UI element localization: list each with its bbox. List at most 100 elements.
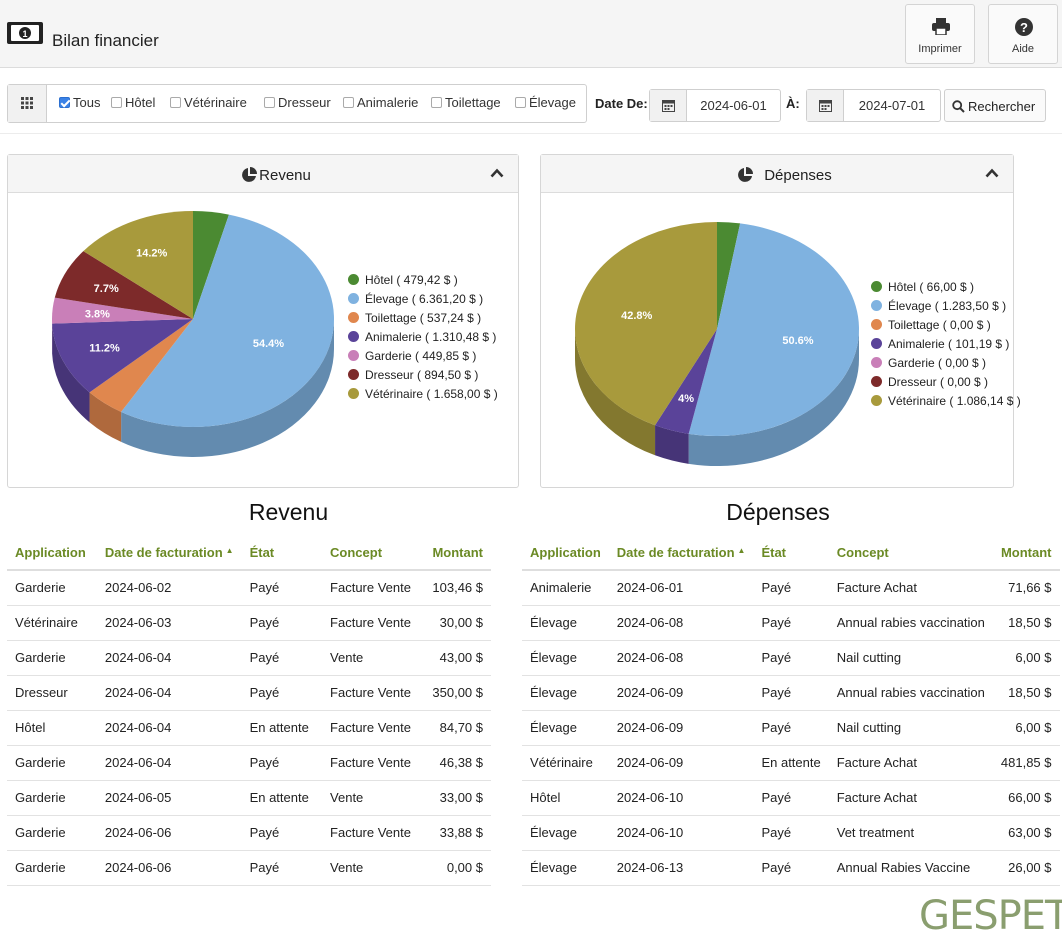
checkbox-checked[interactable] <box>59 97 70 108</box>
checkbox-unchecked[interactable] <box>264 97 275 108</box>
divider <box>0 133 1062 134</box>
pie-slice[interactable] <box>193 211 229 319</box>
pie-slice[interactable] <box>51 297 193 324</box>
legend-item[interactable]: Garderie ( 0,00 $ ) <box>871 356 1021 375</box>
pie-slice[interactable] <box>655 329 717 434</box>
legend-item[interactable]: Vétérinaire ( 1.658,00 $ ) <box>348 387 498 406</box>
filter-checkbox-dresseur[interactable]: Dresseur <box>264 95 331 113</box>
filter-checkbox-toilettage[interactable]: Toilettage <box>431 95 501 113</box>
table-row[interactable]: Élevage 2024-06-10 Payé Vet treatment 63,00 … <box>522 815 1060 851</box>
table-cell: 18,50 $ <box>992 605 1060 641</box>
pie-slice[interactable] <box>54 251 193 319</box>
legend-item[interactable]: Dresseur ( 0,00 $ ) <box>871 375 1021 394</box>
search-button[interactable]: Rechercher <box>944 89 1046 122</box>
legend-item[interactable]: Élevage ( 6.361,20 $ ) <box>348 292 498 311</box>
pie-slice-side <box>575 329 656 456</box>
column-header[interactable]: Concept <box>828 536 993 571</box>
filter-checkbox-hotel[interactable]: Hôtel <box>111 95 155 113</box>
filter-checkbox-tous[interactable]: Tous <box>59 95 100 113</box>
chevron-up-icon[interactable] <box>985 168 999 178</box>
table-row[interactable]: Garderie 2024-06-04 Payé Facture Vente 46,38… <box>7 745 491 781</box>
column-header[interactable]: Date de facturation ▲ <box>96 536 242 571</box>
sort-ascending-icon: ▲ <box>737 546 746 555</box>
help-label: Aide <box>1011 43 1035 55</box>
table-cell: 46,38 $ <box>424 745 491 781</box>
table-row[interactable]: Élevage 2024-06-08 Payé Nail cutting 6,00 $ <box>522 640 1060 676</box>
table-cell: 2024-06-03 <box>96 605 242 641</box>
date-to-field[interactable]: 2024-07-01 <box>806 89 941 122</box>
checkbox-unchecked[interactable] <box>431 97 442 108</box>
calendar-button[interactable] <box>807 90 844 121</box>
column-header[interactable]: Montant <box>424 536 491 571</box>
pie-slice[interactable] <box>688 223 860 437</box>
column-header[interactable]: Application <box>7 536 97 571</box>
pie-slice[interactable] <box>83 211 193 319</box>
table-row[interactable]: Animalerie 2024-06-01 Payé Facture Achat 71,… <box>522 570 1060 606</box>
table-row[interactable]: Élevage 2024-06-09 Payé Nail cutting 6,00 $ <box>522 710 1060 746</box>
column-header-label: Application <box>530 545 601 560</box>
pie-slice-side <box>688 329 859 466</box>
table-row[interactable]: Vétérinaire 2024-06-03 Payé Facture Vente 30… <box>7 605 491 641</box>
column-header[interactable]: État <box>753 536 829 571</box>
legend-item[interactable]: Élevage ( 1.283,50 $ ) <box>871 299 1021 318</box>
pie-slice-side <box>52 323 90 423</box>
table-row[interactable]: Élevage 2024-06-13 Payé Annual Rabies Vacci… <box>522 850 1060 886</box>
table-cell: Facture Achat <box>828 570 993 606</box>
checkbox-unchecked[interactable] <box>343 97 354 108</box>
column-header[interactable]: État <box>241 536 323 571</box>
column-header[interactable]: Date de facturation ▲ <box>608 536 754 571</box>
table-row[interactable]: Garderie 2024-06-06 Payé Facture Vente 33,88… <box>7 815 491 851</box>
column-header[interactable]: Application <box>522 536 609 571</box>
chevron-up-icon[interactable] <box>490 168 504 178</box>
filter-checkbox-elevage[interactable]: Élevage <box>515 95 576 113</box>
calendar-button[interactable] <box>650 90 687 121</box>
checkbox-unchecked[interactable] <box>515 97 526 108</box>
table-row[interactable]: Dresseur 2024-06-04 Payé Facture Vente 350,0… <box>7 675 491 711</box>
table-row[interactable]: Garderie 2024-06-04 Payé Vente 43,00 $ <box>7 640 491 676</box>
filter-checkbox-veterinaire[interactable]: Vétérinaire <box>170 95 247 113</box>
table-row[interactable]: Garderie 2024-06-06 Payé Vente 0,00 $ <box>7 850 491 886</box>
legend-item[interactable]: Toilettage ( 537,24 $ ) <box>348 311 498 330</box>
revenue-legend: Hôtel ( 479,42 $ ) Élevage ( 6.361,20 $ )… <box>348 273 498 406</box>
table-row[interactable]: Élevage 2024-06-09 Payé Annual rabies vacci… <box>522 675 1060 711</box>
checkbox-unchecked[interactable] <box>170 97 181 108</box>
date-from-value[interactable]: 2024-06-01 <box>700 98 767 113</box>
pie-slice[interactable] <box>717 222 741 329</box>
pie-slice[interactable] <box>52 319 194 393</box>
column-header-label: Montant <box>1000 545 1052 560</box>
legend-item[interactable]: Animalerie ( 1.310,48 $ ) <box>348 330 498 349</box>
expenses-table: Application Date de facturation ▲ État Conce… <box>522 536 1060 886</box>
pie-slice[interactable] <box>575 222 717 426</box>
pie-slice[interactable] <box>121 214 334 427</box>
legend-item[interactable]: Hôtel ( 479,42 $ ) <box>348 273 498 292</box>
table-row[interactable]: Garderie 2024-06-02 Payé Facture Vente 103,4… <box>7 570 491 606</box>
table-row[interactable]: Hôtel 2024-06-04 En attente Facture Vente 84… <box>7 710 491 746</box>
legend-item[interactable]: Animalerie ( 101,19 $ ) <box>871 337 1021 356</box>
table-cell: Vet treatment <box>828 815 993 851</box>
column-header[interactable]: Concept <box>322 536 425 571</box>
legend-label: Animalerie ( 101,19 $ ) <box>888 337 1010 351</box>
table-cell: 2024-06-04 <box>96 640 242 676</box>
print-label: Imprimer <box>918 43 962 55</box>
legend-item[interactable]: Vétérinaire ( 1.086,14 $ ) <box>871 394 1021 413</box>
table-row[interactable]: Hôtel 2024-06-10 Payé Facture Achat 66,00 $ <box>522 780 1060 816</box>
legend-swatch <box>348 369 359 380</box>
legend-item[interactable]: Hôtel ( 66,00 $ ) <box>871 280 1021 299</box>
table-row[interactable]: Élevage 2024-06-08 Payé Annual rabies vacci… <box>522 605 1060 641</box>
legend-item[interactable]: Garderie ( 449,85 $ ) <box>348 349 498 368</box>
legend-item[interactable]: Dresseur ( 894,50 $ ) <box>348 368 498 387</box>
date-from-field[interactable]: 2024-06-01 <box>649 89 781 122</box>
checkbox-unchecked[interactable] <box>111 97 122 108</box>
table-row[interactable]: Vétérinaire 2024-06-09 En attente Facture A… <box>522 745 1060 781</box>
print-button[interactable]: Imprimer <box>905 4 975 64</box>
filter-checkbox-animalerie[interactable]: Animalerie <box>343 95 418 113</box>
table-row[interactable]: Garderie 2024-06-05 En attente Vente 33,00 $ <box>7 780 491 816</box>
help-button[interactable]: ? Aide <box>988 4 1058 64</box>
column-header[interactable]: Montant <box>992 536 1060 571</box>
legend-item[interactable]: Toilettage ( 0,00 $ ) <box>871 318 1021 337</box>
grid-view-button[interactable] <box>8 85 47 122</box>
date-to-value[interactable]: 2024-07-01 <box>858 98 926 113</box>
legend-swatch <box>871 319 882 330</box>
table-cell: Payé <box>753 640 829 676</box>
pie-slice[interactable] <box>89 319 193 412</box>
